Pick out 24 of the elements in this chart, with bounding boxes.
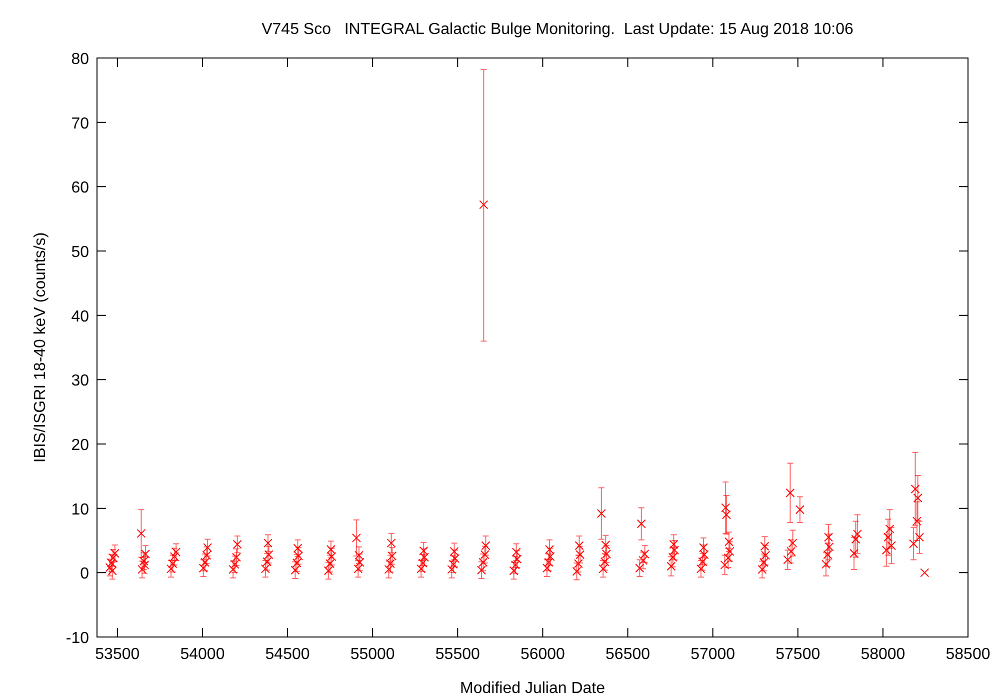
- x-tick-label: 54500: [265, 646, 310, 663]
- y-tick-label: 80: [71, 51, 90, 68]
- y-tick-label: 0: [80, 566, 90, 583]
- y-tick-label: 20: [71, 437, 90, 454]
- y-tick-label: 30: [71, 372, 90, 390]
- chart-title: V745 Sco INTEGRAL Galactic Bulge Monitoring. Last Update: 15 Aug 2018 10:06: [262, 21, 854, 38]
- x-tick-label: 54000: [180, 646, 225, 663]
- x-tick-label: 55000: [350, 646, 395, 663]
- x-axis-title: Modified Julian Date: [460, 680, 606, 697]
- x-tick-label: 53500: [95, 646, 140, 663]
- y-tick-label: 60: [71, 180, 90, 197]
- x-tick-label: 57500: [776, 646, 820, 663]
- y-tick-label: 10: [71, 501, 90, 518]
- x-tick-label: 56500: [606, 646, 650, 663]
- x-tick-label: 58500: [946, 646, 990, 663]
- y-tick-label: 70: [71, 115, 90, 132]
- x-tick-label: 58000: [860, 646, 906, 663]
- x-tick-label: 56000: [520, 646, 566, 663]
- y-tick-label: -10: [66, 630, 90, 647]
- y-tick-label: 50: [71, 244, 90, 261]
- x-tick-label: 55500: [435, 646, 480, 663]
- y-axis-title: IBIS/ISGRI 18-40 keV (counts/s): [32, 232, 49, 463]
- x-tick-label: 57000: [690, 646, 736, 663]
- y-tick-label: 40: [71, 308, 90, 326]
